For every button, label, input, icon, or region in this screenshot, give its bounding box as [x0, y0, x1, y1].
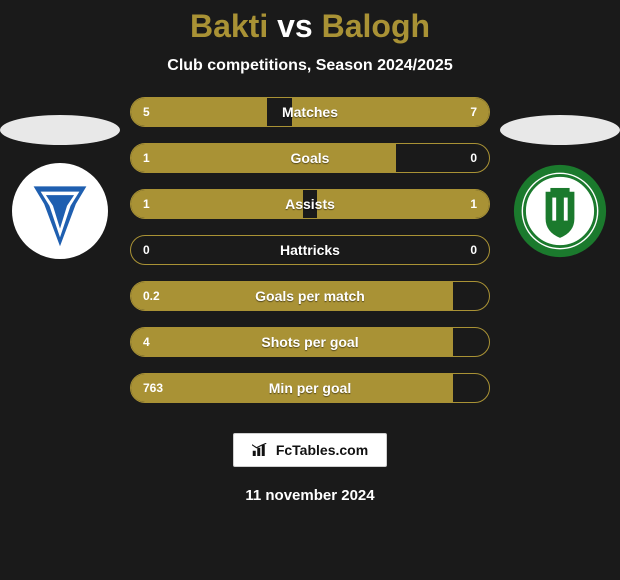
- watermark-text: FcTables.com: [276, 442, 368, 458]
- stats-list: 57Matches 10Goals 11Assists 00Hattricks 0.2G…: [130, 97, 490, 403]
- paks-shield-icon: [512, 163, 608, 259]
- stat-row: 0.2Goals per match: [130, 281, 490, 311]
- player1-badge-column: [0, 115, 120, 259]
- stat-row: 11Assists: [130, 189, 490, 219]
- player2-badge-column: [500, 115, 620, 259]
- date-label: 11 november 2024: [245, 487, 374, 504]
- stat-label: Min per goal: [131, 380, 489, 396]
- zte-shield-icon: [16, 167, 104, 255]
- player1-name: Bakti: [190, 8, 268, 44]
- zte-club-badge: [12, 163, 108, 259]
- subtitle: Club competitions, Season 2024/2025: [167, 57, 452, 75]
- paks-club-badge: [512, 163, 608, 259]
- infographic-container: Bakti vs Balogh Club competitions, Seaso…: [0, 0, 620, 580]
- stat-row: 10Goals: [130, 143, 490, 173]
- stat-label: Shots per goal: [131, 334, 489, 350]
- stat-row: 763Min per goal: [130, 373, 490, 403]
- stat-label: Assists: [131, 196, 489, 212]
- comparison-title: Bakti vs Balogh: [190, 8, 430, 45]
- stat-label: Hattricks: [131, 242, 489, 258]
- stat-row: 57Matches: [130, 97, 490, 127]
- bar-chart-icon: [252, 443, 270, 457]
- stat-label: Matches: [131, 104, 489, 120]
- stat-label: Goals per match: [131, 288, 489, 304]
- player2-name: Balogh: [322, 8, 430, 44]
- player1-photo-placeholder: [0, 115, 120, 145]
- stat-row: 00Hattricks: [130, 235, 490, 265]
- vs-label: vs: [277, 8, 313, 44]
- stat-label: Goals: [131, 150, 489, 166]
- stat-row: 4Shots per goal: [130, 327, 490, 357]
- watermark: FcTables.com: [233, 433, 387, 467]
- player2-photo-placeholder: [500, 115, 620, 145]
